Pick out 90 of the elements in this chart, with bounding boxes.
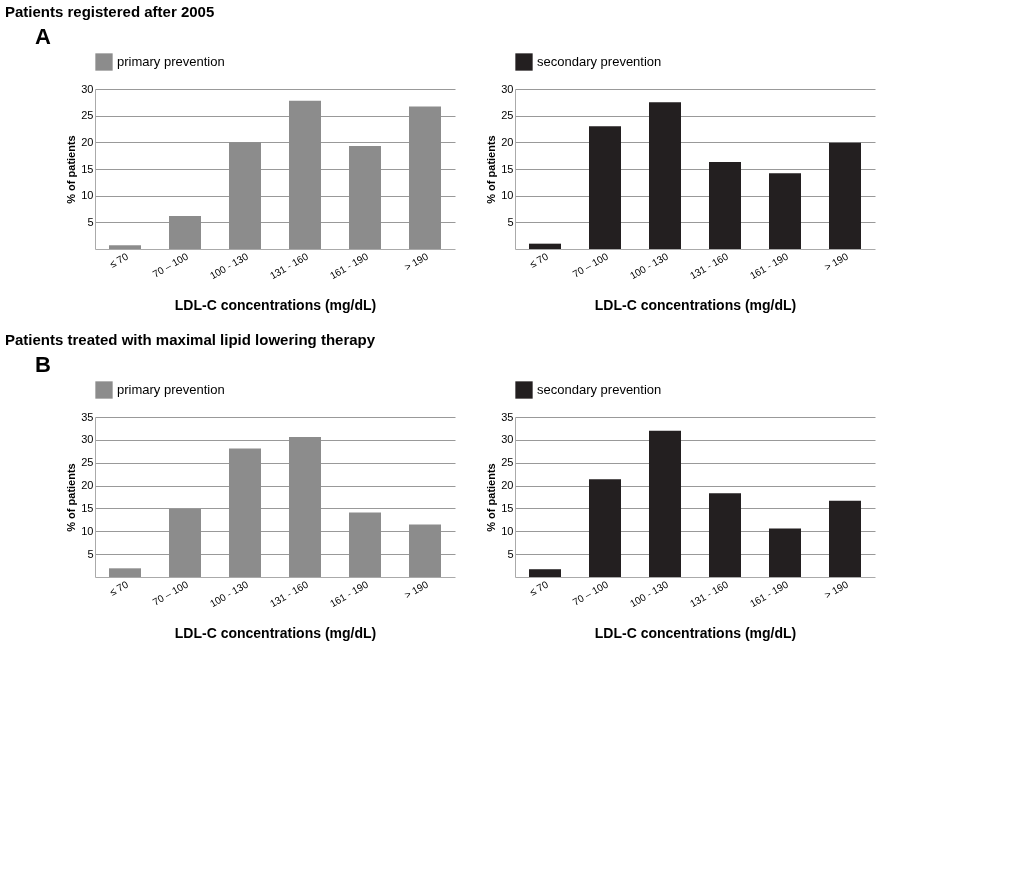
y-tick-label: 5 xyxy=(507,215,514,228)
chart-title: Patients registered after 2005 xyxy=(5,3,215,20)
y-tick-label: 35 xyxy=(501,410,514,423)
legend-label: secondary prevention xyxy=(537,382,662,397)
x-tick-label: > 190 xyxy=(822,578,851,601)
x-axis-title: LDL-C concentrations (mg/dL) xyxy=(174,297,377,314)
x-tick-label: 161 - 190 xyxy=(747,578,791,610)
x-tick-label: 161 - 190 xyxy=(327,250,371,282)
bar xyxy=(109,568,141,577)
legend-label: primary prevention xyxy=(117,54,225,69)
bar xyxy=(289,100,321,249)
y-tick-label: 30 xyxy=(501,433,514,446)
x-tick-label: 70 – 100 xyxy=(150,250,191,280)
bar xyxy=(769,173,801,249)
bar xyxy=(769,528,801,577)
bar xyxy=(169,508,201,577)
x-tick-label: 161 - 190 xyxy=(327,578,371,610)
legend-label: secondary prevention xyxy=(537,54,662,69)
x-tick-label: 131 - 160 xyxy=(687,250,731,282)
y-tick-label: 15 xyxy=(81,162,94,175)
y-axis-title: % of patients xyxy=(65,135,78,204)
bar xyxy=(829,142,861,249)
y-tick-label: 25 xyxy=(501,456,514,469)
y-axis-title: % of patients xyxy=(485,463,498,532)
y-axis-title: % of patients xyxy=(485,135,498,204)
y-tick-label: 10 xyxy=(81,524,94,537)
x-tick-label: ≤ 70 xyxy=(527,578,551,598)
y-tick-label: 35 xyxy=(81,410,94,423)
bar xyxy=(649,430,681,577)
bar xyxy=(589,479,621,577)
x-tick-label: 70 – 100 xyxy=(570,578,611,608)
x-tick-label: 161 - 190 xyxy=(747,250,791,282)
y-tick-label: 25 xyxy=(81,456,94,469)
bar xyxy=(589,126,621,249)
bar xyxy=(829,500,861,577)
x-tick-label: 131 - 160 xyxy=(687,578,731,610)
y-tick-label: 20 xyxy=(501,479,514,492)
y-tick-label: 10 xyxy=(501,524,514,537)
y-tick-label: 5 xyxy=(87,547,94,560)
bar xyxy=(409,524,441,577)
y-tick-label: 10 xyxy=(81,189,94,202)
bar xyxy=(109,245,141,249)
x-axis-title: LDL-C concentrations (mg/dL) xyxy=(594,625,797,642)
x-tick-label: 131 - 160 xyxy=(267,578,311,610)
x-tick-label: ≤ 70 xyxy=(107,250,131,270)
bar xyxy=(349,146,381,249)
x-tick-label: 100 - 130 xyxy=(207,250,251,282)
y-tick-label: 30 xyxy=(81,433,94,446)
legend-label: primary prevention xyxy=(117,382,225,397)
x-tick-label: 100 - 130 xyxy=(207,578,251,610)
y-tick-label: 15 xyxy=(501,501,514,514)
bar xyxy=(289,437,321,577)
text: B xyxy=(35,352,51,377)
y-tick-label: 15 xyxy=(81,501,94,514)
bar xyxy=(649,102,681,249)
bar xyxy=(169,215,201,249)
x-tick-label: > 190 xyxy=(822,250,851,273)
x-tick-label: > 190 xyxy=(402,578,431,601)
chart-title: Patients treated with maximal lipid lowering therapy xyxy=(5,331,376,348)
x-tick-label: ≤ 70 xyxy=(107,578,131,598)
y-tick-label: 5 xyxy=(507,547,514,560)
x-tick-label: 70 – 100 xyxy=(570,250,611,280)
bar xyxy=(709,493,741,577)
x-tick-label: 100 - 130 xyxy=(627,578,671,610)
y-tick-label: 30 xyxy=(501,82,514,95)
x-tick-label: 131 - 160 xyxy=(267,250,311,282)
x-tick-label: ≤ 70 xyxy=(527,250,551,270)
x-tick-label: 70 – 100 xyxy=(150,578,191,608)
y-axis-title: % of patients xyxy=(65,463,78,532)
y-tick-label: 20 xyxy=(81,479,94,492)
y-tick-label: 15 xyxy=(501,162,514,175)
x-tick-label: > 190 xyxy=(402,250,431,273)
bar xyxy=(529,243,561,249)
y-tick-label: 30 xyxy=(81,82,94,95)
y-tick-label: 25 xyxy=(501,109,514,122)
y-tick-label: 5 xyxy=(87,215,94,228)
y-tick-label: 10 xyxy=(501,189,514,202)
bar xyxy=(349,512,381,577)
x-tick-label: 100 - 130 xyxy=(627,250,671,282)
x-axis-title: LDL-C concentrations (mg/dL) xyxy=(174,625,377,642)
y-tick-label: 20 xyxy=(81,135,94,148)
y-tick-label: 25 xyxy=(81,109,94,122)
bar xyxy=(229,142,261,249)
text: A xyxy=(35,24,51,49)
bar xyxy=(529,569,561,577)
y-tick-label: 20 xyxy=(501,135,514,148)
bar xyxy=(229,448,261,577)
bar xyxy=(409,106,441,249)
bar xyxy=(709,162,741,249)
x-axis-title: LDL-C concentrations (mg/dL) xyxy=(594,297,797,314)
